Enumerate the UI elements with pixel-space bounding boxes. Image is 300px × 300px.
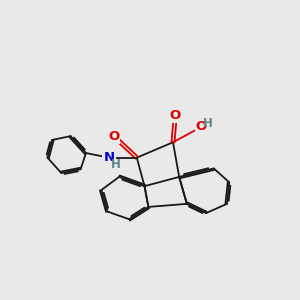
Text: N: N bbox=[103, 151, 115, 164]
Text: O: O bbox=[108, 130, 119, 142]
Text: H: H bbox=[111, 158, 121, 171]
Text: O: O bbox=[170, 109, 181, 122]
Text: H: H bbox=[203, 117, 213, 130]
Text: O: O bbox=[196, 120, 207, 134]
